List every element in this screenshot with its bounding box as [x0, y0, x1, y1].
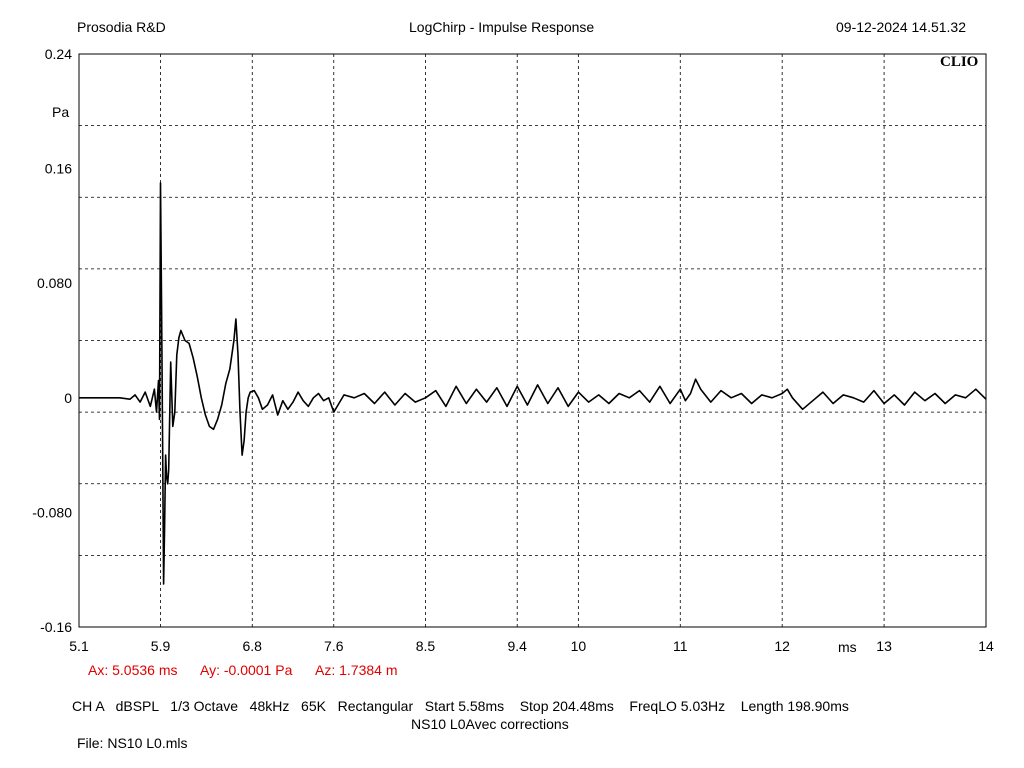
x-tick-label: 9.4 — [507, 638, 527, 654]
header-company: Prosodia R&D — [77, 19, 166, 35]
x-tick-label: 5.1 — [69, 638, 89, 654]
cursor-readout-ax: Ax: 5.0536 ms — [88, 662, 178, 678]
tick-labels: 5.1 5.9 6.8 7.6 8.5 9.4 10 11 12 13 14 0.24 0.16 0.08… — [32, 46, 994, 654]
y-unit-label: Pa — [52, 104, 70, 120]
header-timestamp: 09-12-2024 14.51.32 — [836, 19, 966, 35]
chart-grid — [79, 54, 986, 627]
x-tick-label: 7.6 — [324, 638, 344, 654]
y-tick-label: 0.080 — [37, 275, 72, 291]
x-unit-label: ms — [838, 639, 857, 655]
y-tick-label: 0.24 — [45, 46, 72, 62]
x-tick-label: 8.5 — [416, 638, 436, 654]
measurement-settings: CH A dBSPL 1/3 Octave 48kHz 65K Rectangu… — [72, 698, 849, 714]
x-tick-label: 14 — [978, 638, 994, 654]
x-tick-label: 10 — [571, 638, 587, 654]
cursor-readout-ay: Ay: -0.0001 Pa — [200, 662, 293, 678]
x-tick-label: 11 — [673, 638, 688, 654]
x-tick-label: 13 — [876, 638, 892, 654]
chart-title: LogChirp - Impulse Response — [409, 19, 595, 35]
y-tick-label: 0.16 — [45, 161, 72, 177]
y-tick-label: -0.080 — [32, 504, 72, 520]
x-tick-label: 6.8 — [243, 638, 263, 654]
file-name: File: NS10 L0.mls — [77, 735, 188, 751]
impulse-trace — [79, 182, 987, 585]
measurement-note: NS10 L0Avec corrections — [411, 716, 569, 732]
x-tick-label: 12 — [774, 638, 790, 654]
y-tick-label: -0.16 — [40, 619, 72, 635]
plot-frame — [78, 53, 987, 628]
y-tick-label: 0 — [64, 390, 72, 406]
cursor-readout-az: Az: 1.7384 m — [315, 662, 398, 678]
x-tick-label: 5.9 — [151, 638, 171, 654]
clio-logo: CLIO — [940, 54, 979, 70]
